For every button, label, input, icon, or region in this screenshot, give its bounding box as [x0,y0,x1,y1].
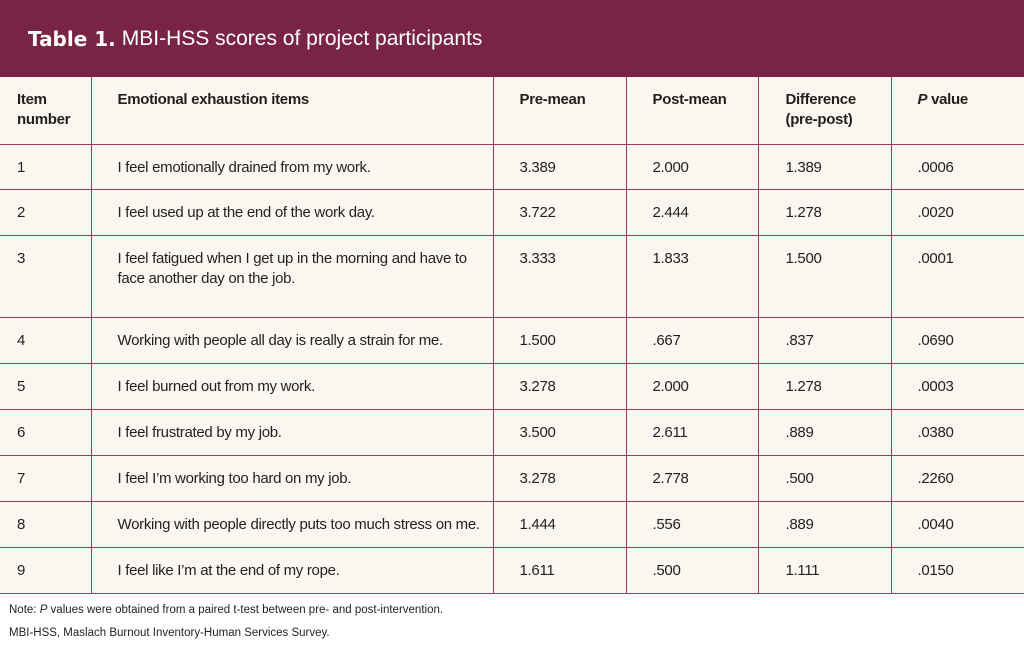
cell-difference: 1.278 [758,189,892,236]
cell-p-value: .0380 [891,409,1024,456]
cell-difference: 1.278 [758,363,892,410]
table-title-text: MBI-HSS scores of project participants [121,26,483,50]
cell-item-text: I feel fatigued when I get up in the mor… [91,235,494,318]
table-note: Note: P values were obtained from a pair… [9,604,1009,616]
cell-p-value: .0020 [891,189,1024,236]
cell-difference: .889 [758,409,892,456]
header-post-mean: Post-mean [626,77,759,145]
cell-item-text: I feel I’m working too hard on my job. [91,455,494,502]
header-difference: Difference (pre-post) [758,77,892,145]
cell-item-text: Working with people all day is really a … [91,317,494,364]
header-difference-line2: (pre-post) [785,111,853,128]
table-row: 6 I feel frustrated by my job. 3.500 2.6… [0,409,1024,456]
cell-item-number: 6 [0,409,92,456]
table-row: 1 I feel emotionally drained from my wor… [0,144,1024,190]
table-header-row: Item number Emotional exhaustion items P… [0,77,1024,145]
cell-p-value: .0040 [891,501,1024,548]
cell-item-text: I feel emotionally drained from my work. [91,144,494,190]
note-prefix: Note: [9,604,40,616]
cell-post-mean: 2.000 [626,363,759,410]
cell-pre-mean: 3.333 [493,235,627,318]
header-difference-line1: Difference [785,91,857,108]
table-title-bar: Table 1. MBI-HSS scores of project parti… [0,0,1024,77]
cell-pre-mean: 3.389 [493,144,627,190]
cell-item-number: 1 [0,144,92,190]
table-row: 4 Working with people all day is really … [0,317,1024,364]
cell-post-mean: 2.778 [626,455,759,502]
table-row: 7 I feel I’m working too hard on my job.… [0,455,1024,502]
cell-pre-mean: 3.500 [493,409,627,456]
header-items: Emotional exhaustion items [91,77,494,145]
cell-pre-mean: 3.278 [493,455,627,502]
cell-item-number: 2 [0,189,92,236]
cell-post-mean: 2.611 [626,409,759,456]
table-row: 9 I feel like I’m at the end of my rope.… [0,547,1024,594]
cell-difference: 1.500 [758,235,892,318]
cell-pre-mean: 1.611 [493,547,627,594]
cell-difference: 1.111 [758,547,892,594]
cell-post-mean: 1.833 [626,235,759,318]
cell-pre-mean: 3.278 [493,363,627,410]
table-row: 5 I feel burned out from my work. 3.278 … [0,363,1024,410]
mbi-hss-table: Item number Emotional exhaustion items P… [0,77,1024,594]
header-p-value: P value [891,77,1024,145]
cell-post-mean: .500 [626,547,759,594]
table-container: Item number Emotional exhaustion items P… [0,77,1024,594]
table-title-label: Table 1. [28,26,116,51]
note-p-italic: P [39,604,48,616]
cell-p-value: .0006 [891,144,1024,190]
cell-item-number: 9 [0,547,92,594]
cell-pre-mean: 3.722 [493,189,627,236]
cell-post-mean: 2.444 [626,189,759,236]
cell-difference: .500 [758,455,892,502]
cell-item-text: I feel burned out from my work. [91,363,494,410]
abbreviation-note: MBI-HSS, Maslach Burnout Inventory-Human… [9,627,330,639]
cell-item-text: Working with people directly puts too mu… [91,501,494,548]
cell-difference: 1.389 [758,144,892,190]
cell-item-number: 8 [0,501,92,548]
cell-pre-mean: 1.444 [493,501,627,548]
cell-p-value: .0150 [891,547,1024,594]
cell-item-text: I feel like I’m at the end of my rope. [91,547,494,594]
cell-item-number: 4 [0,317,92,364]
cell-item-number: 5 [0,363,92,410]
table-row: 8 Working with people directly puts too … [0,501,1024,548]
cell-item-text: I feel used up at the end of the work da… [91,189,494,236]
cell-p-value: .0001 [891,235,1024,318]
table-row: 2 I feel used up at the end of the work … [0,189,1024,236]
cell-difference: .889 [758,501,892,548]
cell-p-value: .0690 [891,317,1024,364]
cell-item-number: 7 [0,455,92,502]
header-p-italic: P [917,91,928,108]
header-item-number: Item number [0,77,92,145]
cell-difference: .837 [758,317,892,364]
table-row: 3 I feel fatigued when I get up in the m… [0,235,1024,318]
cell-p-value: .2260 [891,455,1024,502]
header-pre-mean: Pre-mean [493,77,627,145]
cell-post-mean: 2.000 [626,144,759,190]
cell-item-text: I feel frustrated by my job. [91,409,494,456]
header-p-rest: value [927,91,968,108]
header-item-number-line2: number [17,111,71,128]
note-rest: values were obtained from a paired t-tes… [47,604,444,616]
cell-pre-mean: 1.500 [493,317,627,364]
cell-post-mean: .667 [626,317,759,364]
header-item-number-line1: Item [17,91,47,108]
cell-post-mean: .556 [626,501,759,548]
cell-item-number: 3 [0,235,92,318]
cell-p-value: .0003 [891,363,1024,410]
